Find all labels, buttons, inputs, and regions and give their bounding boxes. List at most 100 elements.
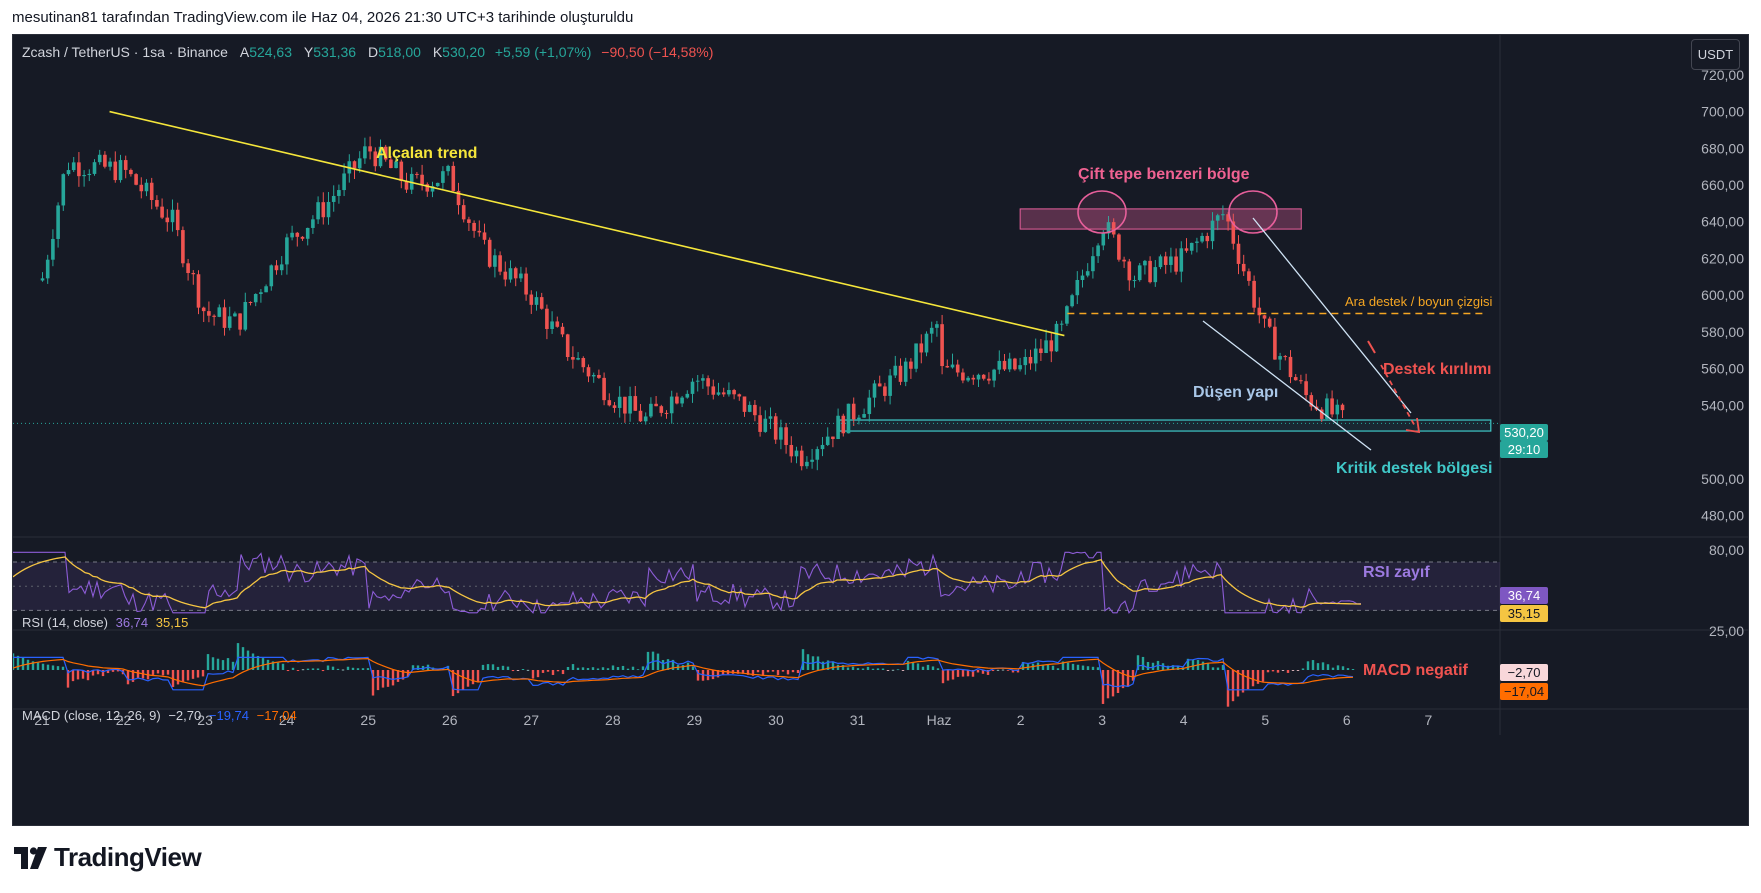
candle-body xyxy=(1033,348,1038,364)
candle-body xyxy=(51,238,55,260)
macd-signal-line xyxy=(13,657,1354,687)
candle-body xyxy=(1330,398,1334,415)
macd-histogram-bar xyxy=(51,665,55,670)
candle-body xyxy=(872,383,877,398)
macd-histogram-bar xyxy=(801,649,805,670)
macd-histogram-bar xyxy=(1081,665,1085,670)
tradingview-logo[interactable]: TradingView xyxy=(14,842,202,873)
currency-button[interactable]: USDT xyxy=(1691,39,1740,70)
macd-histogram-bar xyxy=(791,670,795,673)
chart-panel[interactable]: 720,00 700,00 680,00 660,00 640,00 620,00 600,… xyxy=(12,34,1749,826)
candle-body xyxy=(368,146,372,152)
candle-body xyxy=(399,161,404,181)
candle-body xyxy=(311,219,315,228)
chart-caption-bar: mesutinan81 tarafından TradingView.com i… xyxy=(0,0,1761,34)
macd-histogram-bar xyxy=(966,670,970,677)
time-tick-label: 29 xyxy=(687,712,703,728)
candle-body xyxy=(669,396,674,414)
candle-body xyxy=(373,151,378,167)
rsi-ma-tag: 35,15 xyxy=(1500,605,1548,622)
price-tick-label: 620,00 xyxy=(1701,250,1744,266)
candle-body xyxy=(1335,404,1340,415)
macd-histogram-bar xyxy=(911,662,915,670)
candle-body xyxy=(415,173,419,175)
falling-structure-label: Düşen yapı xyxy=(1193,384,1279,401)
candle-body xyxy=(326,201,331,218)
macd-histogram-bar xyxy=(136,670,140,679)
candle-body xyxy=(103,154,107,167)
candle-body xyxy=(597,374,601,378)
candle-body xyxy=(643,416,648,422)
time-tick-label: 31 xyxy=(850,712,866,728)
macd-histogram-bar xyxy=(26,659,30,670)
macd-histogram-bar xyxy=(116,670,120,672)
price-chart[interactable]: 720,00700,00680,00660,00640,00620,00600,… xyxy=(13,35,1749,826)
macd-histogram-bar xyxy=(681,665,685,670)
macd-histogram-bar xyxy=(1046,664,1050,670)
macd-histogram-bar xyxy=(881,668,885,670)
candle-body xyxy=(430,186,435,192)
macd-histogram-bar xyxy=(1336,665,1340,670)
macd-histogram-bar xyxy=(271,661,275,670)
candles xyxy=(40,136,1345,471)
macd-histogram-bar xyxy=(1256,670,1260,684)
macd-histogram-bar xyxy=(1251,670,1255,687)
macd-histogram-bar xyxy=(266,659,270,670)
candle-body xyxy=(1340,404,1345,411)
candle-body xyxy=(108,161,112,167)
macd-histogram-bar xyxy=(926,664,930,670)
macd-histogram-bar xyxy=(186,670,190,681)
time-tick-label: 6 xyxy=(1343,712,1351,728)
candle-body xyxy=(425,184,430,192)
macd-histogram-bar xyxy=(466,670,470,687)
macd-histogram-bar xyxy=(331,666,335,670)
candle-body xyxy=(997,360,1002,370)
macd-histogram-bar xyxy=(1331,667,1335,670)
macd-histogram-bar xyxy=(161,670,165,676)
candle-body xyxy=(909,361,913,369)
candle-body xyxy=(1319,409,1324,419)
macd-signal-tag: −17,04 xyxy=(1500,683,1548,700)
candle-body xyxy=(659,406,664,413)
rsi-legend[interactable]: RSI (14, close) 36,74 35,15 xyxy=(22,615,188,630)
macd-histogram-bar xyxy=(716,670,720,678)
candle-body xyxy=(1013,358,1017,370)
price-tick-label: 540,00 xyxy=(1701,397,1744,413)
macd-histogram-bar xyxy=(336,668,340,670)
candle-body xyxy=(955,364,960,373)
candle-body xyxy=(753,404,757,416)
macd-histogram-bar xyxy=(866,666,870,670)
candle-body xyxy=(742,396,747,412)
macd-histogram-bar xyxy=(641,666,645,670)
macd-histogram-bar xyxy=(776,670,780,676)
symbol-legend[interactable]: Zcash / TetherUS · 1sa · Binance A524,63… xyxy=(22,44,713,60)
macd-histogram-bar xyxy=(261,658,265,670)
macd-histogram-bar xyxy=(246,650,250,670)
macd-histogram-bar xyxy=(416,665,420,670)
macd-histogram-bar xyxy=(1166,665,1170,670)
symbol-name[interactable]: Zcash / TetherUS · 1sa · Binance xyxy=(22,44,228,60)
macd-histogram-bar xyxy=(101,670,105,677)
macd-histogram-bar xyxy=(66,670,70,688)
macd-histogram-bar xyxy=(321,670,325,672)
macd-histogram-bar xyxy=(166,670,170,675)
macd-histogram-bar xyxy=(636,669,640,671)
macd-histogram-bar xyxy=(896,669,900,671)
candle-body xyxy=(383,146,388,160)
macd-histogram-bar xyxy=(806,654,810,670)
candle-body xyxy=(836,415,840,439)
macd-histogram-bar xyxy=(1056,668,1060,670)
macd-histogram-bar xyxy=(656,653,660,670)
macd-histogram-bar xyxy=(326,665,330,670)
macd-legend[interactable]: MACD (close, 12, 26, 9) −2,70 −19,74 −17… xyxy=(22,708,297,723)
candle-body xyxy=(789,444,794,457)
macd-histogram-bar xyxy=(796,670,800,674)
candle-body xyxy=(1044,340,1048,353)
macd-histogram-bar xyxy=(551,670,555,675)
candle-body xyxy=(264,286,268,293)
candle-body xyxy=(529,294,534,305)
candle-body xyxy=(716,392,721,395)
candle-body xyxy=(758,415,762,432)
candle-body xyxy=(1293,377,1298,381)
macd-histogram-bar xyxy=(576,667,580,670)
